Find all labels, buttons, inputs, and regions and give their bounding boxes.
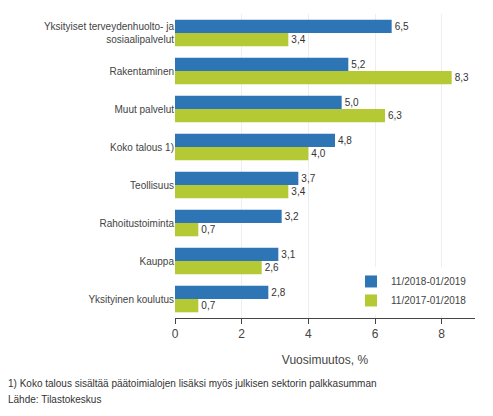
svg-text:Muut palvelut: Muut palvelut [115,104,175,115]
svg-text:8,3: 8,3 [455,72,469,83]
svg-text:Teollisuus: Teollisuus [130,180,174,191]
svg-text:6,5: 6,5 [395,21,409,32]
svg-text:1) Koko talous sisältää päätoi: 1) Koko talous sisältää päätoimialojen l… [8,378,377,389]
svg-text:6: 6 [372,327,379,341]
svg-text:5,0: 5,0 [345,97,359,108]
svg-text:11/2018-01/2019: 11/2018-01/2019 [391,276,466,287]
svg-text:11/2017-01/2018: 11/2017-01/2018 [391,295,466,306]
svg-text:0,7: 0,7 [201,224,215,235]
svg-text:Rakentaminen: Rakentaminen [110,66,174,77]
svg-text:Vuosimuutos, %: Vuosimuutos, % [282,353,369,367]
svg-text:3,7: 3,7 [301,173,315,184]
svg-text:Yksityiset terveydenhuolto- ja: Yksityiset terveydenhuolto- jasosiaalipa… [44,21,175,45]
svg-text:2: 2 [238,327,245,341]
svg-text:3,4: 3,4 [291,186,305,197]
svg-text:4,8: 4,8 [338,135,352,146]
svg-text:Koko talous 1): Koko talous 1) [110,142,174,153]
svg-text:2,6: 2,6 [265,262,279,273]
svg-text:Lähde: Tilastokeskus: Lähde: Tilastokeskus [8,394,101,405]
svg-text:5,2: 5,2 [351,59,365,70]
svg-text:Kauppa: Kauppa [140,256,175,267]
svg-text:4,0: 4,0 [311,148,325,159]
svg-text:0,7: 0,7 [201,300,215,311]
svg-text:3,1: 3,1 [281,249,295,260]
svg-text:6,3: 6,3 [388,110,402,121]
svg-text:2,8: 2,8 [271,287,285,298]
svg-text:4: 4 [305,327,312,341]
svg-text:8: 8 [438,327,445,341]
svg-text:Yksityinen koulutus: Yksityinen koulutus [88,294,174,305]
svg-text:0: 0 [172,327,179,341]
svg-text:3,2: 3,2 [285,211,299,222]
svg-text:Rahoitustoiminta: Rahoitustoiminta [100,218,175,229]
svg-text:3,4: 3,4 [291,34,305,45]
